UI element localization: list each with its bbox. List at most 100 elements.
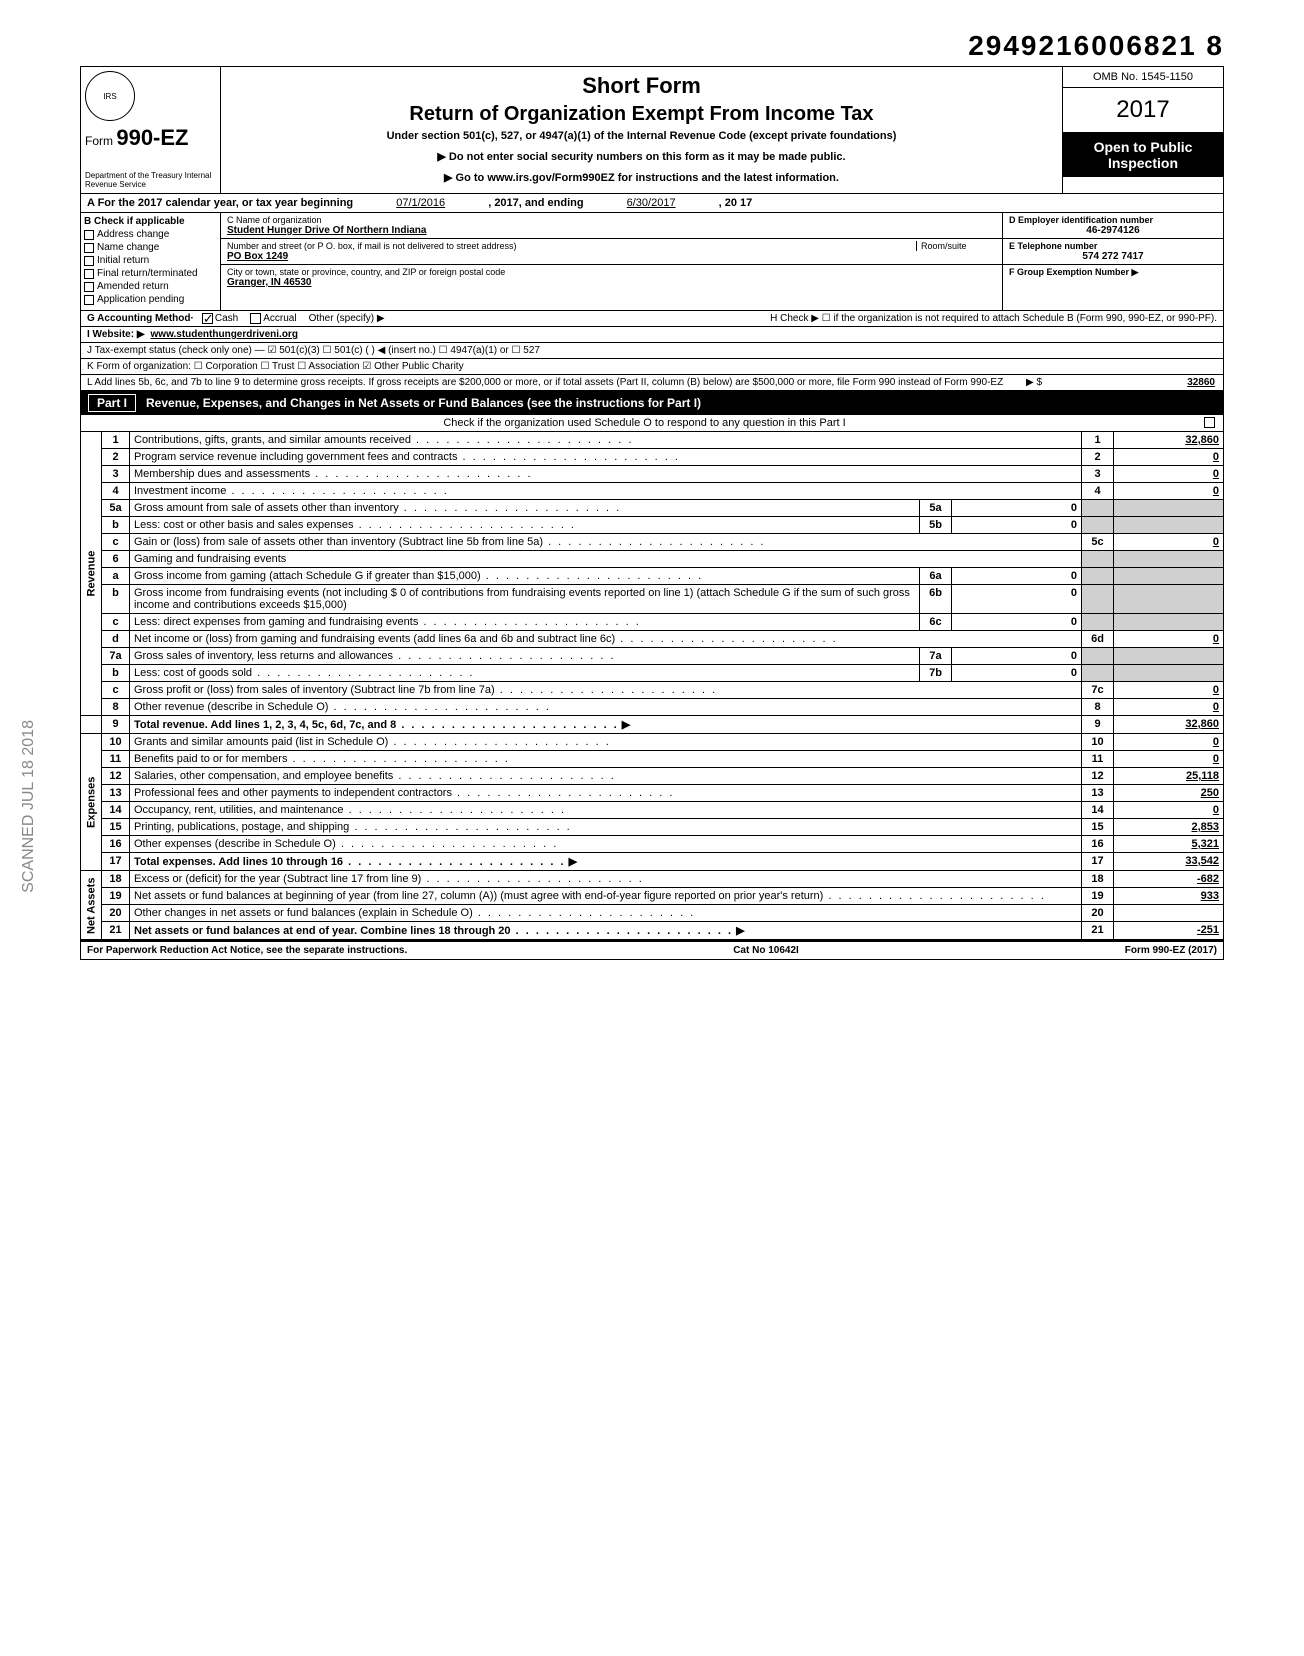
table-row: Expenses10Grants and similar amounts pai… [81,734,1224,751]
cash-label: Cash [215,313,238,324]
ein-label: D Employer identification number [1009,215,1217,225]
check-final-return[interactable]: Final return/terminated [84,268,217,279]
subtitle: Under section 501(c), 527, or 4947(a)(1)… [227,130,1056,142]
line-rv: 32,860 [1114,432,1224,449]
line-l: L Add lines 5b, 6c, and 7b to line 9 to … [80,375,1224,391]
line-a-prefix: A For the 2017 calendar year, or tax yea… [87,197,353,209]
group-field: F Group Exemption Number ▶ [1003,265,1223,280]
check-name-change[interactable]: Name change [84,242,217,253]
section-d: D Employer identification number 46-2974… [1003,213,1223,310]
form-header-left: IRS Form 990-EZ Department of the Treasu… [81,67,221,193]
line-l-amount: 32860 [1187,377,1215,388]
scanned-stamp: SCANNED JUL 18 2018 [20,720,38,893]
part-1-label: Part I [88,394,136,412]
table-row: cLess: direct expenses from gaming and f… [81,614,1224,631]
line-i-label: I Website: ▶ [87,329,145,340]
document-id-number: 2949216006821 8 [80,30,1224,62]
org-addr-label: Number and street (or P O. box, if mail … [227,241,996,251]
line-l-text: L Add lines 5b, 6c, and 7b to line 9 to … [87,377,1003,388]
form-header: IRS Form 990-EZ Department of the Treasu… [80,66,1224,194]
table-row: 11Benefits paid to or for members110 [81,751,1224,768]
table-row: bLess: cost or other basis and sales exp… [81,517,1224,534]
org-name-label: C Name of organization [227,215,996,225]
line-j: J Tax-exempt status (check only one) — ☑… [80,343,1224,359]
check-amended-return[interactable]: Amended return [84,281,217,292]
table-row: 3Membership dues and assessments30 [81,466,1224,483]
part-1-title: Revenue, Expenses, and Changes in Net As… [146,396,701,410]
website-value: www.studenthungerdriveni.org [151,329,298,340]
table-row: 20Other changes in net assets or fund ba… [81,905,1224,922]
section-b: B Check if applicable Address change Nam… [81,213,221,310]
table-row: 19Net assets or fund balances at beginni… [81,888,1224,905]
footer-left: For Paperwork Reduction Act Notice, see … [87,945,407,956]
line-a-begin: 07/1/2016 [396,197,445,209]
check-address-change[interactable]: Address change [84,229,217,240]
part-1-header: Part I Revenue, Expenses, and Changes in… [80,391,1224,415]
line-h: H Check ▶ ☐ if the organization is not r… [770,313,1217,324]
irs-logo-icon: IRS [85,71,135,121]
line-a: A For the 2017 calendar year, or tax yea… [80,194,1224,213]
line-k: K Form of organization: ☐ Corporation ☐ … [80,359,1224,375]
table-row: 5aGross amount from sale of assets other… [81,500,1224,517]
line-a-suffix: , 20 17 [719,197,753,209]
table-row: cGross profit or (loss) from sales of in… [81,682,1224,699]
open-public-banner: Open to Public Inspection [1063,133,1223,177]
table-row: 7aGross sales of inventory, less returns… [81,648,1224,665]
tax-year: 2017 [1063,88,1223,133]
note-1: ▶ Do not enter social security numbers o… [227,150,1056,163]
check-accrual[interactable] [250,313,261,324]
table-row: 9Total revenue. Add lines 1, 2, 3, 4, 5c… [81,716,1224,734]
table-row: 2Program service revenue including gover… [81,449,1224,466]
other-label: Other (specify) ▶ [309,313,385,324]
section-c: C Name of organization Student Hunger Dr… [221,213,1003,310]
table-row: 8Other revenue (describe in Schedule O)8… [81,699,1224,716]
form-header-mid: Short Form Return of Organization Exempt… [221,67,1063,193]
table-row: 21Net assets or fund balances at end of … [81,922,1224,940]
org-addr-field: Room/suite Number and street (or P O. bo… [221,239,1002,265]
line-j-text: J Tax-exempt status (check only one) — ☑… [87,345,540,356]
page-footer: For Paperwork Reduction Act Notice, see … [80,940,1224,960]
table-row: 12Salaries, other compensation, and empl… [81,768,1224,785]
line-rn: 1 [1082,432,1114,449]
check-application-pending[interactable]: Application pending [84,294,217,305]
table-row: 16Other expenses (describe in Schedule O… [81,836,1224,853]
room-suite-label: Room/suite [916,241,996,251]
tel-field: E Telephone number 574 272 7417 [1003,239,1223,265]
section-b-label: B Check if applicable [84,216,217,227]
org-addr-value: PO Box 1249 [227,251,996,262]
footer-mid: Cat No 10642I [733,945,799,956]
table-row: Revenue 1 Contributions, gifts, grants, … [81,432,1224,449]
table-row: 6Gaming and fundraising events [81,551,1224,568]
table-row: Net Assets18Excess or (deficit) for the … [81,871,1224,888]
check-initial-return[interactable]: Initial return [84,255,217,266]
org-city-field: City or town, state or province, country… [221,265,1002,290]
line-a-mid: , 2017, and ending [488,197,583,209]
table-row: bLess: cost of goods sold7b0 [81,665,1224,682]
line-num: 1 [102,432,130,449]
ein-field: D Employer identification number 46-2974… [1003,213,1223,239]
group-label: F Group Exemption Number ▶ [1009,267,1217,278]
check-cash[interactable] [202,313,213,324]
short-form-title: Short Form [227,73,1056,99]
org-city-value: Granger, IN 46530 [227,277,996,288]
line-g-label: G Accounting Method· [87,313,194,324]
line-i: I Website: ▶ www.studenthungerdriveni.or… [80,327,1224,343]
part-1-subtitle: Check if the organization used Schedule … [443,417,845,429]
table-row: aGross income from gaming (attach Schedu… [81,568,1224,585]
org-city-label: City or town, state or province, country… [227,267,996,277]
org-name-value: Student Hunger Drive Of Northern Indiana [227,225,996,236]
tel-value: 574 272 7417 [1009,251,1217,262]
line-k-text: K Form of organization: ☐ Corporation ☐ … [87,361,464,372]
tel-label: E Telephone number [1009,241,1217,251]
return-title: Return of Organization Exempt From Incom… [227,103,1056,126]
ein-value: 46-2974126 [1009,225,1217,236]
table-row: dNet income or (loss) from gaming and fu… [81,631,1224,648]
form-number: 990-EZ [116,125,188,150]
part-1-table: Revenue 1 Contributions, gifts, grants, … [80,432,1224,940]
org-name-field: C Name of organization Student Hunger Dr… [221,213,1002,239]
part-1-subheader: Check if the organization used Schedule … [80,415,1224,432]
check-schedule-o[interactable] [1204,417,1215,428]
line-l-arrow: ▶ $ [1026,377,1042,388]
section-bcd: B Check if applicable Address change Nam… [80,213,1224,311]
revenue-side-label: Revenue [81,432,102,716]
